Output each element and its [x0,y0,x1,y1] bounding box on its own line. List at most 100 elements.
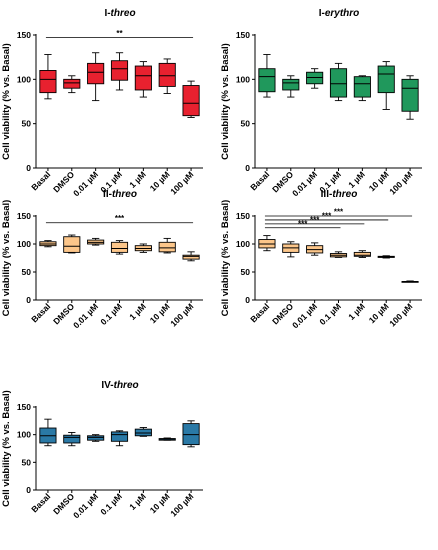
x-tick-label: Basal [29,301,52,324]
y-tick-label: 100 [236,239,250,249]
box-iqr [110,241,129,253]
box-iqr [87,62,105,85]
y-tick-label: 50 [22,119,32,129]
box-7 [182,251,200,262]
box-iqr [39,70,57,94]
box-4 [110,240,129,255]
chart-title: IV-threo [101,380,138,391]
box-iqr [63,434,81,444]
box-3 [306,68,324,89]
x-tick-label: 1 µM [346,169,367,190]
box-6 [377,61,395,110]
chart-title-part: I- [104,8,110,19]
y-tick-label: 150 [236,30,250,40]
box-iqr [158,241,176,253]
box-iqr [87,435,105,441]
y-axis-label: Cell viability (% vs. Basal) [220,43,231,160]
significance-label: ** [116,29,123,38]
x-tick-label: Basal [29,169,52,192]
significance-label: *** [115,214,125,223]
y-tick-label: 50 [241,267,251,277]
box-2 [63,75,81,94]
chart-title-part: erythro [325,8,359,19]
chart-title: I-threo [104,8,135,19]
box-1 [39,418,57,447]
chart-panel-3: II-threo 0 50 100 150 Cell viability (% vs. B… [1,189,203,330]
y-axis-label: Cell viability (% vs. Basal) [1,390,12,507]
y-tick-label: 100 [236,74,250,84]
y-tick-label: 150 [17,30,31,40]
x-tick-label: 0.01 µM [290,301,319,330]
box-4 [110,430,129,447]
x-tick-label: 0.1 µM [98,491,124,517]
box-1 [258,54,276,98]
box-2 [282,241,300,258]
x-tick-label: 0.1 µM [317,301,343,327]
box-iqr [110,60,129,81]
box-6 [377,255,395,259]
y-axis-label: Cell viability (% vs. Basal) [1,43,12,160]
significance-label: *** [322,211,332,220]
box-iqr [134,428,152,437]
box-2 [63,432,81,447]
chart-panel-5: IV-threo 0 50 100 150 Cell viability (% vs. B… [1,380,203,520]
box-5 [134,61,152,98]
chart-title-part: threo [112,189,137,200]
chart-title-part: threo [332,189,357,200]
box-4 [329,62,348,102]
box-3 [87,434,105,442]
y-tick-label: 50 [22,267,32,277]
x-tick-label: 0.01 µM [71,491,100,520]
box-4 [329,251,348,258]
x-tick-label: 100 µM [387,301,414,328]
y-tick-label: 0 [26,163,31,173]
x-tick-label: 1 µM [127,169,148,190]
y-tick-label: 50 [22,457,32,467]
box-iqr [353,251,371,257]
y-tick-label: 0 [245,295,250,305]
box-5 [353,75,371,102]
y-tick-label: 0 [26,295,31,305]
box-7 [401,280,419,283]
box-iqr [182,85,200,117]
x-tick-label: Basal [248,169,271,192]
chart-title-part: III- [321,189,333,200]
box-3 [87,237,105,246]
x-tick-label: 1 µM [127,301,148,322]
x-tick-label: 1 µM [127,491,148,512]
box-iqr [282,78,300,91]
y-tick-label: 0 [245,163,250,173]
box-iqr [377,65,395,94]
box-iqr [329,68,348,98]
chart-title-part: threo [114,380,139,391]
chart-title: III-threo [321,189,358,200]
significance-label: *** [310,215,320,224]
box-6 [158,237,176,254]
box-iqr [63,78,81,89]
x-tick-label: 0.1 µM [98,301,124,327]
y-tick-label: 150 [236,211,250,221]
x-tick-label: 0.01 µM [290,169,319,198]
y-axis-label: Cell viability (% vs. Basal) [1,200,12,317]
box-7 [182,80,200,118]
chart-title: I-erythro [319,8,360,19]
box-6 [158,58,176,94]
x-tick-label: 100 µM [168,491,195,518]
box-1 [39,240,57,248]
y-tick-label: 50 [241,119,251,129]
box-iqr [63,236,81,253]
x-tick-label: 100 µM [168,301,195,328]
box-7 [182,420,200,448]
box-2 [282,75,300,98]
box-5 [134,243,152,253]
x-tick-label: 0.01 µM [71,301,100,330]
box-iqr [258,68,276,93]
y-tick-label: 0 [26,485,31,495]
box-iqr [182,254,200,260]
box-1 [39,54,57,100]
significance-label: *** [298,219,308,228]
chart-panel-1: I-threo 0 50 100 150 Cell viability (% vs. Ba… [1,8,203,198]
box-iqr [182,423,200,446]
chart-panel-4: III-threo 0 50 100 150 Cell viability (% vs. … [220,189,422,330]
